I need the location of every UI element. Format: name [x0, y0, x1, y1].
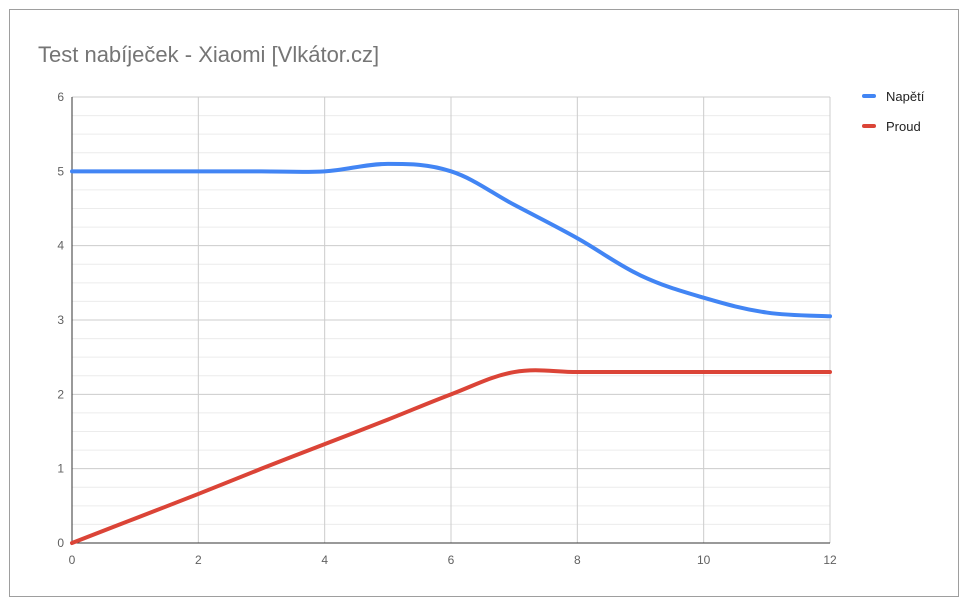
major-gridlines — [71, 96, 831, 544]
legend-swatch — [862, 124, 876, 128]
legend-swatch — [862, 94, 876, 98]
legend-label: Napětí — [886, 88, 925, 104]
x-tick-labels: 0 2 4 6 8 10 12 — [69, 553, 837, 567]
chart-title: Test nabíječek - Xiaomi [Vlkátor.cz] — [38, 42, 380, 67]
x-tick-label: 0 — [69, 553, 76, 567]
x-tick-label: 12 — [823, 553, 837, 567]
y-tick-label: 4 — [57, 239, 64, 253]
chart-frame — [9, 9, 959, 597]
y-tick-label: 6 — [57, 90, 64, 104]
y-tick-labels: 0 1 2 3 4 5 6 — [57, 90, 64, 550]
x-tick-label: 6 — [448, 553, 455, 567]
x-tick-label: 10 — [697, 553, 711, 567]
x-tick-label: 8 — [574, 553, 581, 567]
y-tick-label: 1 — [57, 462, 64, 476]
legend-item-napeti[interactable]: Napětí — [862, 88, 924, 104]
x-tick-label: 2 — [195, 553, 202, 567]
legend-label: Proud — [886, 118, 921, 134]
series-line-proud — [70, 368, 832, 545]
x-tick-label: 4 — [321, 553, 328, 567]
legend: Napětí Proud — [862, 88, 924, 148]
y-tick-label: 3 — [57, 313, 64, 327]
series-lines — [70, 161, 832, 545]
series-line-napeti — [70, 161, 832, 319]
legend-item-proud[interactable]: Proud — [862, 118, 924, 134]
y-tick-label: 2 — [57, 387, 64, 401]
y-tick-label: 5 — [57, 164, 64, 178]
y-tick-label: 0 — [57, 536, 64, 550]
